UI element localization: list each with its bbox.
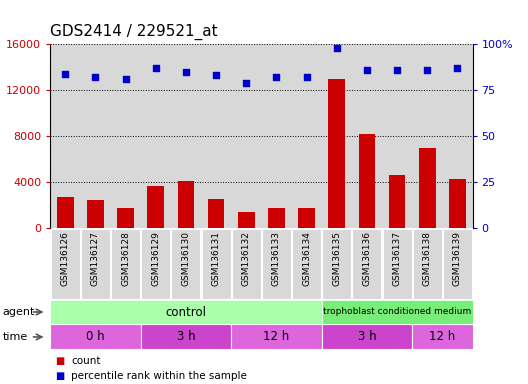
Bar [442, 44, 473, 228]
Point [152, 65, 160, 71]
Point [333, 45, 341, 51]
Text: GSM136139: GSM136139 [453, 231, 462, 286]
Bar [51, 229, 80, 299]
Bar [291, 44, 322, 228]
Point [363, 67, 371, 73]
Bar [142, 229, 170, 299]
Bar [50, 300, 322, 324]
Text: time: time [3, 332, 28, 342]
Bar [110, 44, 140, 228]
Text: GSM136137: GSM136137 [393, 231, 402, 286]
Text: GSM136128: GSM136128 [121, 231, 130, 286]
Bar [147, 186, 164, 228]
Bar [177, 181, 194, 228]
Point [182, 69, 190, 75]
Bar [322, 44, 352, 228]
Text: GSM136134: GSM136134 [302, 231, 311, 286]
Text: percentile rank within the sample: percentile rank within the sample [71, 371, 247, 381]
Text: GSM136131: GSM136131 [212, 231, 221, 286]
Bar [262, 229, 291, 299]
Bar [353, 229, 381, 299]
Point [272, 74, 281, 80]
Bar [292, 229, 321, 299]
Bar [261, 44, 291, 228]
Bar [81, 229, 110, 299]
Bar [322, 324, 412, 349]
Text: GDS2414 / 229521_at: GDS2414 / 229521_at [50, 24, 218, 40]
Point [121, 76, 130, 82]
Text: 0 h: 0 h [86, 331, 105, 343]
Bar [268, 208, 285, 228]
Text: trophoblast conditioned medium: trophoblast conditioned medium [323, 308, 472, 316]
Bar [50, 324, 140, 349]
Text: GSM136127: GSM136127 [91, 231, 100, 286]
Bar [238, 212, 254, 228]
Text: GSM136130: GSM136130 [182, 231, 191, 286]
Point [61, 71, 70, 77]
Bar [111, 229, 140, 299]
Bar [449, 179, 466, 228]
Bar [413, 229, 442, 299]
Text: GSM136136: GSM136136 [362, 231, 372, 286]
Bar [328, 79, 345, 228]
Bar [322, 300, 473, 324]
Bar [201, 44, 231, 228]
Text: GSM136132: GSM136132 [242, 231, 251, 286]
Bar [383, 229, 412, 299]
Point [423, 67, 431, 73]
Text: agent: agent [3, 307, 35, 317]
Bar [202, 229, 231, 299]
Bar [231, 324, 322, 349]
Bar [412, 324, 473, 349]
Text: 12 h: 12 h [429, 331, 456, 343]
Bar [140, 44, 171, 228]
Bar [359, 134, 375, 228]
Bar [443, 229, 472, 299]
Text: GSM136126: GSM136126 [61, 231, 70, 286]
Bar [298, 208, 315, 228]
Text: GSM136129: GSM136129 [151, 231, 161, 286]
Bar [419, 148, 436, 228]
Point [91, 74, 100, 80]
Text: ■: ■ [55, 371, 65, 381]
Bar [382, 44, 412, 228]
Text: 3 h: 3 h [177, 331, 195, 343]
Text: count: count [71, 356, 101, 366]
Bar [389, 175, 406, 228]
Point [212, 73, 220, 79]
Point [393, 67, 401, 73]
Text: ■: ■ [55, 356, 65, 366]
Text: GSM136135: GSM136135 [332, 231, 341, 286]
Bar [50, 44, 80, 228]
Bar [412, 44, 442, 228]
Bar [208, 199, 224, 228]
Bar [172, 229, 201, 299]
Bar [322, 229, 351, 299]
Text: GSM136138: GSM136138 [423, 231, 432, 286]
Text: 12 h: 12 h [263, 331, 289, 343]
Text: control: control [165, 306, 206, 318]
Point [303, 74, 311, 80]
Bar [171, 44, 201, 228]
Point [453, 65, 461, 71]
Bar [352, 44, 382, 228]
Bar [231, 44, 261, 228]
Text: 3 h: 3 h [357, 331, 376, 343]
Bar [140, 324, 231, 349]
Point [242, 80, 250, 86]
Bar [87, 200, 103, 228]
Text: GSM136133: GSM136133 [272, 231, 281, 286]
Bar [80, 44, 110, 228]
Bar [232, 229, 261, 299]
Bar [57, 197, 73, 228]
Bar [117, 208, 134, 228]
